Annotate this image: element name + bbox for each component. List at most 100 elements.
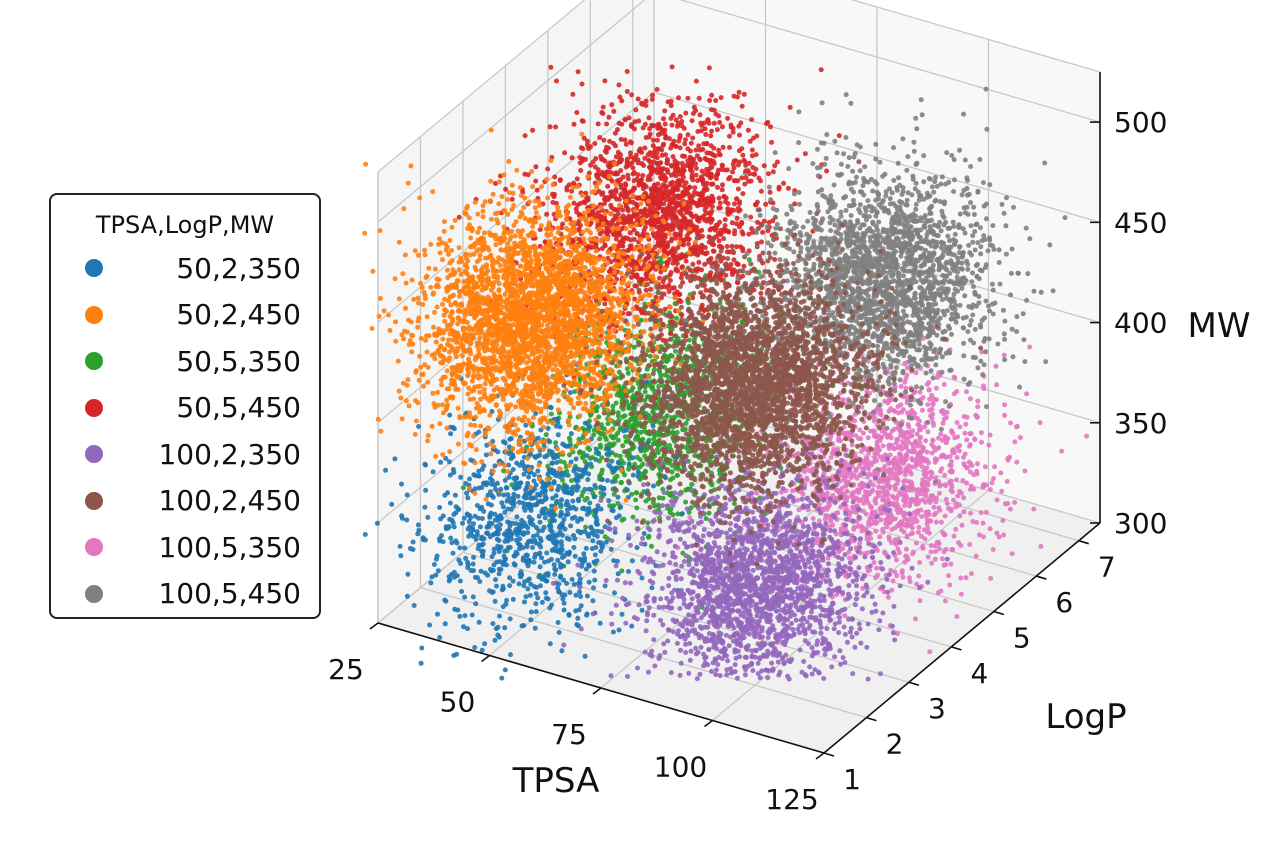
data-point-series-7 (784, 211, 790, 217)
data-point-series-3 (740, 191, 746, 197)
data-point-series-7 (871, 234, 877, 240)
data-point-series-7 (861, 213, 867, 219)
data-point-series-2 (607, 441, 613, 447)
data-point-series-1 (545, 195, 551, 201)
data-point-series-7 (905, 219, 911, 225)
data-point-series-3 (770, 218, 776, 224)
data-point-series-3 (774, 159, 780, 165)
data-point-series-3 (688, 140, 694, 146)
data-point-series-7 (900, 136, 906, 142)
data-point-series-3 (629, 92, 635, 98)
data-point-series-3 (618, 152, 623, 158)
data-point-series-7 (815, 173, 821, 179)
data-point-series-7 (1010, 354, 1016, 360)
data-point-series-3 (646, 157, 652, 163)
data-point-series-3 (781, 180, 786, 186)
data-point-series-6 (974, 471, 980, 477)
data-point-series-3 (547, 124, 553, 130)
data-point-series-7 (896, 175, 901, 181)
data-point-series-7 (877, 159, 883, 165)
data-point-series-2 (631, 344, 637, 350)
data-point-series-3 (725, 115, 731, 121)
data-point-series-3 (695, 129, 701, 134)
data-point-series-3 (659, 195, 665, 201)
data-point-series-2 (620, 414, 626, 420)
data-point-series-7 (913, 162, 919, 167)
data-point-series-3 (633, 107, 639, 113)
data-point-series-7 (853, 174, 859, 180)
data-point-series-2 (583, 524, 589, 530)
data-point-series-3 (575, 69, 581, 75)
data-point-series-1 (577, 413, 583, 419)
data-point-series-7 (957, 211, 963, 217)
data-point-series-3 (613, 171, 619, 177)
data-point-series-3 (792, 201, 798, 207)
data-point-series-3 (550, 199, 556, 205)
data-point-series-2 (634, 505, 640, 511)
data-point-series-6 (964, 437, 970, 443)
data-point-series-7 (926, 176, 932, 181)
data-point-series-3 (697, 112, 703, 118)
data-point-series-7 (914, 126, 920, 132)
data-point-series-3 (734, 215, 740, 221)
data-point-series-7 (927, 193, 933, 199)
data-point-series-7 (1027, 236, 1033, 242)
data-point-series-3 (597, 135, 603, 140)
data-point-series-3 (675, 245, 681, 251)
data-point-series-7 (961, 111, 967, 117)
data-point-series-3 (683, 110, 689, 116)
data-point-series-3 (647, 176, 653, 182)
data-point-series-3 (627, 139, 633, 145)
data-point-series-3 (661, 166, 667, 172)
data-point-series-3 (661, 116, 666, 122)
data-point-series-2 (746, 257, 752, 263)
data-point-series-3 (693, 161, 699, 167)
data-point-series-3 (650, 92, 655, 98)
data-point-series-6 (828, 455, 834, 460)
data-point-series-3 (679, 160, 685, 166)
data-point-series-3 (686, 219, 692, 225)
data-point-series-3 (679, 252, 685, 257)
data-point-series-6 (1031, 506, 1037, 512)
data-point-series-1 (579, 131, 585, 137)
data-point-series-1 (417, 195, 423, 201)
data-point-series-3 (721, 236, 727, 242)
data-point-series-2 (620, 406, 626, 412)
data-point-series-3 (836, 133, 842, 139)
data-point-series-2 (577, 449, 583, 455)
data-point-series-3 (696, 143, 702, 149)
data-point-series-7 (959, 192, 965, 198)
data-point-series-3 (726, 229, 732, 235)
data-point-series-3 (509, 196, 515, 202)
data-point-series-3 (668, 145, 674, 151)
data-point-series-6 (916, 524, 922, 530)
data-point-series-7 (766, 184, 772, 190)
data-point-series-3 (708, 270, 714, 276)
data-point-series-3 (669, 285, 675, 291)
data-point-series-6 (908, 471, 914, 477)
data-point-series-6 (875, 572, 881, 578)
data-point-series-3 (709, 216, 715, 222)
data-point-series-6 (952, 435, 958, 441)
data-point-series-3 (729, 220, 735, 226)
data-point-series-7 (843, 194, 849, 200)
data-point-series-3 (602, 78, 608, 84)
data-point-series-1 (563, 204, 569, 210)
data-point-series-3 (696, 95, 702, 101)
data-point-series-2 (615, 410, 621, 416)
data-point-series-3 (691, 248, 697, 254)
data-point-series-7 (927, 224, 933, 230)
data-point-series-2 (630, 514, 636, 520)
data-point-series-3 (588, 162, 594, 168)
data-point-series-3 (683, 333, 689, 339)
data-point-series-2 (617, 453, 623, 459)
data-point-series-7 (838, 236, 844, 242)
data-point-series-6 (1012, 439, 1018, 445)
data-point-series-1 (496, 201, 502, 207)
data-point-series-7 (772, 250, 778, 256)
data-point-series-7 (1042, 160, 1048, 166)
data-point-series-7 (874, 209, 880, 215)
data-point-series-3 (737, 132, 742, 138)
data-point-series-1 (472, 199, 478, 205)
data-point-series-7 (788, 218, 793, 224)
